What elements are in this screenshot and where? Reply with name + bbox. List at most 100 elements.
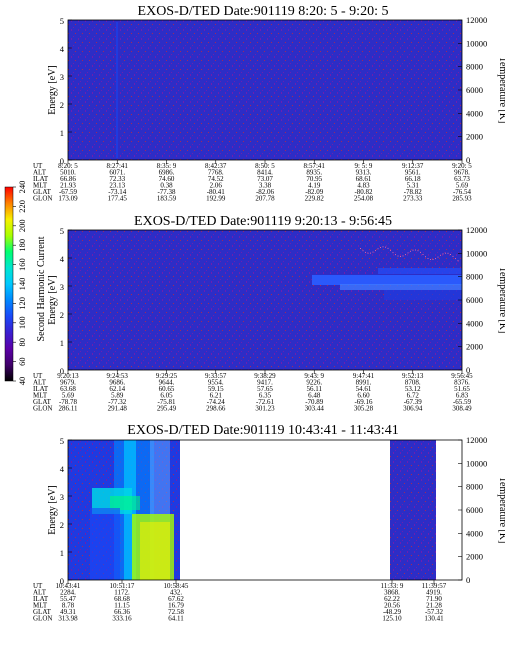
orbit-value: 4919. <box>426 589 442 597</box>
orbit-value: 254.08 <box>354 195 374 203</box>
orbit-value: 229.82 <box>305 195 325 203</box>
orbit-value: 51.65 <box>454 385 470 393</box>
panel-3: EXOS-D/TED Date:901119 10:43:41 - 11:43:… <box>33 423 505 623</box>
panel-2-emission-band <box>312 268 462 300</box>
ytick-label: 0 <box>60 366 64 376</box>
ytick-right-label: 12000 <box>466 15 487 25</box>
ytick-right-label: 4000 <box>466 108 483 118</box>
orbit-value: 67.62 <box>168 595 184 603</box>
trace-dot <box>360 248 361 249</box>
trace-dot <box>455 258 456 260</box>
ytick-right-label: 8000 <box>466 482 483 492</box>
trace-dot <box>445 252 446 254</box>
orbit-label: ALT <box>33 379 47 387</box>
orbit-value: 177.45 <box>108 195 128 203</box>
orbit-value: 21.93 <box>60 182 76 190</box>
trace-dot <box>415 249 416 251</box>
orbit-value: 62.14 <box>109 385 125 393</box>
orbit-value: 285.93 <box>452 195 472 203</box>
orbit-value: 207.78 <box>255 195 275 203</box>
orbit-value: 8:20: 5 <box>58 162 78 170</box>
orbit-value: 6.35 <box>259 392 272 400</box>
ytick-label: 4 <box>60 464 65 474</box>
orbit-value: 6071. <box>109 169 125 177</box>
colorbar-tick-label: 120 <box>17 297 27 310</box>
orbit-value: 9: 5: 9 <box>355 162 373 170</box>
orbit-value: 8991. <box>356 379 372 387</box>
colorbar-tick-label: 200 <box>17 219 27 232</box>
orbit-value: 60.65 <box>159 385 175 393</box>
orbit-value: -78.82 <box>404 188 423 196</box>
ytick-right-label: 2000 <box>466 552 483 562</box>
orbit-value: 2.06 <box>210 182 223 190</box>
orbit-value: 291.48 <box>108 405 128 413</box>
orbit-value: 8376. <box>454 379 470 387</box>
orbit-value: 3868. <box>384 589 400 597</box>
panel-2-temperature-trace <box>360 246 459 262</box>
orbit-value: 273.33 <box>403 195 423 203</box>
orbit-value: 62.22 <box>384 595 400 603</box>
orbit-value: 8:57:41 <box>304 162 326 170</box>
trace-dot <box>447 252 449 254</box>
ytick-right-label: 2000 <box>466 342 483 352</box>
orbit-value: 5.31 <box>407 182 420 190</box>
ytick-label: 3 <box>60 282 64 292</box>
orbit-value: 11:39:57 <box>422 582 447 590</box>
ytick-label: 2 <box>60 310 64 320</box>
orbit-value: -74.24 <box>207 398 226 406</box>
ytick-right-label: 8000 <box>466 272 483 282</box>
ytick-label: 4 <box>60 254 65 264</box>
orbit-label: UT <box>33 162 43 170</box>
orbit-value: 66.86 <box>60 175 76 183</box>
orbit-value: -75.81 <box>157 398 176 406</box>
trace-dot <box>450 254 451 255</box>
orbit-value: 9679. <box>60 379 76 387</box>
trace-dot <box>377 248 379 250</box>
orbit-value: 5.69 <box>62 392 75 400</box>
panel-1-ylabel-right: Temperature [K] <box>497 57 505 124</box>
orbit-value: 9226. <box>306 379 322 387</box>
orbit-value: 55.47 <box>60 595 76 603</box>
panel-1-speckle <box>68 20 462 160</box>
panel-2-ylabel: Energy [eV] <box>47 275 58 325</box>
orbit-value: 313.98 <box>58 615 78 623</box>
ytick-label: 5 <box>60 436 64 446</box>
panel-1-title: EXOS-D/TED Date:901119 8:20: 5 - 9:20: 5 <box>138 4 389 19</box>
orbit-value: 303.44 <box>305 405 325 413</box>
ytick-label: 1 <box>60 338 64 348</box>
trace-dot <box>397 255 399 257</box>
orbit-label: MLT <box>33 182 48 190</box>
orbit-value: -80.82 <box>354 188 373 196</box>
orbit-value: 183.59 <box>157 195 177 203</box>
band-lower <box>340 284 462 290</box>
orbit-value: 10:43:41 <box>56 582 81 590</box>
trace-dot <box>395 254 396 256</box>
orbit-value: 125.10 <box>382 615 402 623</box>
orbit-value: 66.36 <box>114 608 130 616</box>
orbit-label: GLON <box>33 405 52 413</box>
orbit-label: GLAT <box>33 398 52 406</box>
orbit-label: ALT <box>33 589 47 597</box>
orbit-value: 8:42:37 <box>205 162 227 170</box>
orbit-value: 6.21 <box>210 392 223 400</box>
orbit-value: 6.48 <box>308 392 321 400</box>
panel-1: EXOS-D/TED Date:901119 8:20: 5 - 9:20: 5… <box>33 4 505 203</box>
orbit-value: 9:43: 9 <box>304 372 324 380</box>
panel-1-stripe <box>116 22 118 158</box>
colorbar-tick-label: 80 <box>17 338 27 347</box>
orbit-value: 6.83 <box>456 392 469 400</box>
colorbar-tick-label: 160 <box>17 258 27 271</box>
orbit-value: 286.11 <box>59 405 78 413</box>
ytick-right-label: 4000 <box>466 318 483 328</box>
colorbar: 40 60 80 100 120 140 160 180 200 220 240 Second Ha… <box>4 181 47 385</box>
orbit-value: -78.78 <box>59 398 78 406</box>
trace-dot <box>365 251 366 253</box>
panel-3-ylabel: Energy [eV] <box>47 485 58 535</box>
panel-1-yticks: 0 1 2 3 4 5 0 2000 4000 6000 8000 10000 12000 <box>60 15 488 166</box>
panel-2-ylabel-right: Temperature [K] <box>497 267 505 334</box>
trace-dot <box>387 247 389 249</box>
panel-2-title: EXOS-D/TED Date:901119 9:20:13 - 9:56:45 <box>134 214 392 229</box>
orbit-label: ALT <box>33 169 47 177</box>
